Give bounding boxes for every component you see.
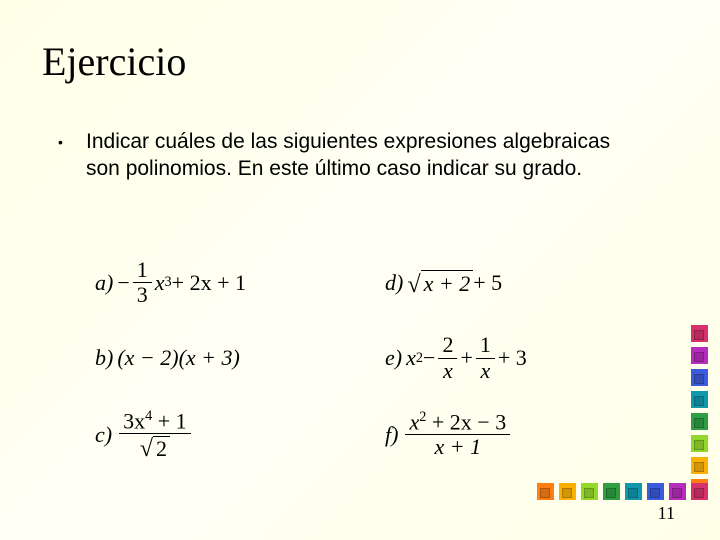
bullet-marker: • — [58, 134, 63, 150]
instruction-text: Indicar cuáles de las siguientes expresi… — [86, 128, 626, 183]
decor-square — [559, 483, 576, 500]
equation-d: d) √x + 2 + 5 — [385, 269, 655, 297]
decor-square — [691, 413, 708, 430]
decor-square — [691, 483, 708, 500]
decor-square — [691, 391, 708, 408]
equation-f: f) x2 + 2x − 3 x + 1 — [385, 410, 655, 460]
slide-title: Ejercicio — [42, 38, 186, 85]
decor-square — [625, 483, 642, 500]
decor-squares-horizontal — [537, 483, 708, 500]
decor-square — [603, 483, 620, 500]
decor-square — [691, 369, 708, 386]
equation-c: c) 3x4 + 1 √2 — [95, 409, 385, 461]
decor-square — [537, 483, 554, 500]
decor-square — [691, 325, 708, 342]
equation-e: e) x2 − 2x + 1x + 3 — [385, 333, 655, 382]
decor-square — [669, 483, 686, 500]
equation-b: b) (x − 2)(x + 3) — [95, 345, 385, 371]
page-number: 11 — [658, 503, 675, 524]
equation-row-3: c) 3x4 + 1 √2 f) x2 + 2x − 3 x + 1 — [95, 409, 655, 461]
decor-square — [691, 347, 708, 364]
decor-square — [647, 483, 664, 500]
decor-squares-vertical — [691, 325, 708, 496]
decor-square — [691, 457, 708, 474]
decor-square — [581, 483, 598, 500]
equation-a: a) − 13 x3 + 2x + 1 — [95, 258, 385, 307]
equation-row-2: b) (x − 2)(x + 3) e) x2 − 2x + 1x + 3 — [95, 333, 655, 382]
decor-square — [691, 435, 708, 452]
equation-row-1: a) − 13 x3 + 2x + 1 d) √x + 2 + 5 — [95, 258, 655, 307]
equations-block: a) − 13 x3 + 2x + 1 d) √x + 2 + 5 b) (x … — [95, 258, 655, 487]
